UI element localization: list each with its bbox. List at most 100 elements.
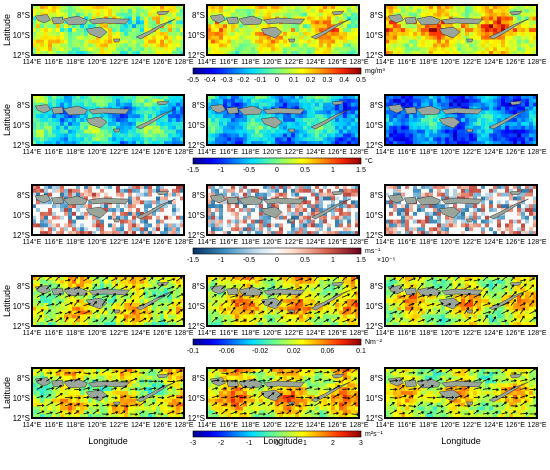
field-cell xyxy=(303,20,308,25)
field-cell xyxy=(493,133,498,138)
field-cell xyxy=(128,35,133,40)
field-cell xyxy=(52,43,57,48)
field-cell xyxy=(36,39,41,44)
field-cell xyxy=(517,51,522,55)
field-cell xyxy=(413,31,418,37)
field-cell xyxy=(76,35,81,40)
field-cell xyxy=(104,310,109,315)
field-cell xyxy=(140,196,145,201)
field-cell xyxy=(517,137,522,142)
field-cell xyxy=(291,24,296,29)
field-cell xyxy=(335,110,340,115)
field-cell xyxy=(116,314,121,319)
field-cell xyxy=(44,211,49,217)
field-cell xyxy=(283,5,288,10)
field-cell xyxy=(144,12,149,17)
field-cell xyxy=(104,215,109,220)
field-cell xyxy=(80,43,85,48)
field-cell xyxy=(501,196,506,201)
field-cell xyxy=(56,208,61,213)
colorbar-tick-label: -1 xyxy=(218,167,224,174)
field-cell xyxy=(385,31,390,37)
field-cell xyxy=(60,129,65,134)
field-cell xyxy=(207,227,212,232)
field-cell xyxy=(521,227,526,232)
map-panel-3-2 xyxy=(207,185,359,235)
field-cell xyxy=(533,16,537,21)
field-cell xyxy=(267,43,272,48)
field-cell xyxy=(433,114,438,119)
field-cell xyxy=(60,31,65,37)
field-cell xyxy=(152,5,157,10)
field-cell xyxy=(108,227,113,232)
field-cell xyxy=(343,188,348,193)
field-cell xyxy=(533,39,537,44)
island-1 xyxy=(387,194,404,204)
field-cell xyxy=(48,39,53,44)
field-cell xyxy=(291,185,296,190)
field-cell xyxy=(433,102,438,107)
field-cell xyxy=(64,276,69,281)
field-cell xyxy=(425,98,430,103)
field-cell xyxy=(501,223,506,228)
field-cell xyxy=(215,43,220,48)
field-cell xyxy=(421,39,426,44)
field-cell xyxy=(521,208,526,213)
field-cell xyxy=(327,204,332,209)
field-cell xyxy=(76,204,81,209)
field-cell xyxy=(307,141,312,145)
field-cell xyxy=(271,24,276,29)
field-cell xyxy=(437,12,442,17)
field-cell xyxy=(525,39,530,44)
field-cell xyxy=(393,43,398,48)
field-cell xyxy=(283,204,288,209)
field-cell xyxy=(465,51,470,55)
field-cell xyxy=(425,188,430,193)
field-cell xyxy=(172,35,177,40)
field-cell xyxy=(247,95,252,100)
field-cell xyxy=(124,95,129,100)
field-cell xyxy=(409,219,414,224)
field-cell xyxy=(132,20,137,25)
field-cell xyxy=(164,98,169,103)
field-cell xyxy=(76,8,81,13)
field-cell xyxy=(417,219,422,224)
field-cell xyxy=(259,98,264,103)
field-cell xyxy=(437,8,442,13)
field-cell xyxy=(335,231,340,235)
field-cell xyxy=(128,185,133,190)
field-cell xyxy=(60,95,65,100)
field-cell xyxy=(164,223,169,228)
field-cell xyxy=(64,322,69,326)
field-cell xyxy=(76,188,81,193)
field-cell xyxy=(343,12,348,17)
field-cell xyxy=(156,102,161,107)
field-cell xyxy=(323,39,328,44)
field-cell xyxy=(52,31,57,37)
field-cell xyxy=(48,31,53,37)
field-cell xyxy=(347,118,352,123)
field-cell xyxy=(172,114,177,119)
field-cell xyxy=(44,200,49,205)
field-cell xyxy=(120,141,125,145)
field-cell xyxy=(461,24,466,29)
field-cell xyxy=(48,299,53,304)
field-cell xyxy=(100,188,105,193)
field-cell xyxy=(481,106,486,111)
field-cell xyxy=(409,129,414,134)
field-cell xyxy=(112,95,117,100)
field-cell xyxy=(40,114,45,119)
field-cell xyxy=(176,121,181,127)
field-cell xyxy=(36,51,41,55)
field-cell xyxy=(271,39,276,44)
field-cell xyxy=(347,125,352,130)
field-cell xyxy=(425,208,430,213)
field-cell xyxy=(311,121,316,127)
field-cell xyxy=(180,95,184,100)
field-cell xyxy=(517,31,522,37)
field-cell xyxy=(112,314,117,319)
field-cell xyxy=(489,204,494,209)
field-cell xyxy=(211,35,216,40)
panel-frame xyxy=(31,94,185,146)
field-cell xyxy=(168,196,173,201)
